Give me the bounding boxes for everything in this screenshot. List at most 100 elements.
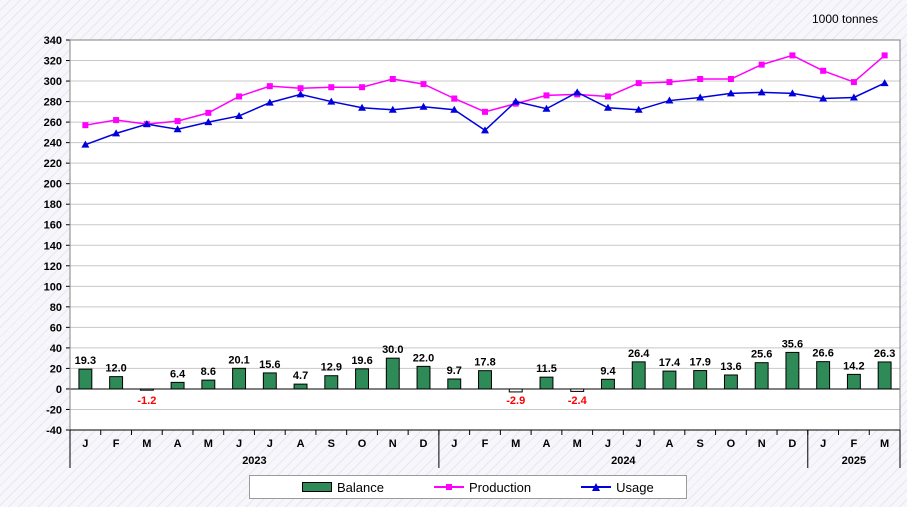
point-usage (511, 97, 520, 105)
legend-label-usage: Usage (616, 479, 654, 495)
y-tick-label: 80 (50, 302, 62, 314)
point-usage (849, 93, 858, 101)
point-usage (204, 118, 213, 126)
bar-balance (662, 370, 677, 390)
data-label-balance: -2.4 (568, 395, 588, 407)
data-label-balance: 17.8 (474, 357, 495, 369)
bar-balance (324, 375, 339, 390)
point-usage (603, 103, 612, 111)
point-production (420, 81, 427, 88)
point-usage (726, 89, 735, 97)
point-usage (880, 79, 889, 87)
point-usage (481, 126, 489, 134)
point-usage (142, 120, 151, 128)
y-tick-label: 340 (44, 35, 62, 47)
point-usage (173, 125, 182, 133)
point-usage (819, 94, 828, 102)
x-tick-label: J (267, 438, 273, 450)
point-production (451, 95, 458, 102)
point-production (389, 76, 396, 82)
bar-balance (816, 361, 831, 390)
x-tick-label: J (236, 438, 242, 450)
point-production (850, 79, 857, 86)
legend-label-balance: Balance (337, 479, 384, 495)
bar-balance (232, 367, 247, 390)
point-production (727, 76, 734, 82)
point-usage (358, 103, 367, 111)
point-production (543, 92, 550, 99)
point-usage (665, 96, 674, 104)
x-tick-label: M (511, 438, 520, 450)
bar-balance (262, 372, 277, 390)
data-label-balance: 17.9 (689, 357, 710, 369)
y-tick-label: 180 (44, 199, 62, 211)
bar-balance (293, 383, 308, 390)
bar-balance (785, 351, 800, 390)
y-tick-label: -40 (46, 425, 62, 437)
unit-label: 1000 tonnes (811, 12, 879, 26)
point-usage (634, 105, 643, 113)
data-label-balance: -1.2 (137, 395, 156, 407)
y-tick-label: 200 (44, 179, 62, 191)
x-tick-label: A (665, 438, 673, 450)
point-production (697, 76, 704, 82)
data-label-balance: 30.0 (382, 344, 403, 356)
data-label-balance: 8.6 (201, 366, 216, 378)
bar-balance (170, 381, 185, 390)
data-label-balance: 11.5 (536, 363, 557, 375)
data-label-balance: 17.4 (659, 357, 681, 369)
point-usage (696, 93, 705, 101)
bar-balance (416, 365, 431, 390)
point-usage (419, 102, 428, 110)
data-label-balance: 13.6 (720, 361, 741, 373)
data-label-balance: 26.3 (874, 348, 895, 360)
x-tick-label: F (851, 438, 858, 450)
point-usage (542, 104, 551, 112)
data-label-balance: 14.2 (843, 360, 864, 372)
data-label-balance: 9.4 (600, 365, 616, 377)
y-tick-label: 280 (44, 97, 62, 109)
x-tick-label: M (573, 438, 582, 450)
bar-balance (723, 374, 738, 390)
point-production (820, 67, 827, 74)
point-production (604, 93, 611, 100)
point-usage (265, 98, 274, 106)
point-production (113, 117, 120, 124)
x-tick-label: S (697, 438, 704, 450)
point-production (758, 61, 765, 68)
x-tick-label: A (543, 438, 551, 450)
data-label-balance: 22.0 (413, 352, 434, 364)
y-tick-label: 160 (44, 220, 62, 232)
bar-balance (478, 370, 492, 390)
bar-balance (78, 368, 93, 390)
data-label-balance: 9.7 (447, 365, 462, 377)
data-label-balance: 6.4 (170, 368, 186, 380)
y-tick-label: 20 (50, 363, 62, 375)
point-usage (112, 129, 121, 137)
y-tick-label: 300 (44, 76, 62, 88)
point-production (297, 85, 304, 92)
data-label-balance: 26.6 (812, 348, 833, 360)
bar-balance (201, 379, 216, 390)
point-usage (388, 105, 397, 113)
x-tick-label: F (113, 438, 120, 450)
legend-swatch-production (433, 482, 464, 492)
x-tick-label: J (820, 438, 826, 450)
legend-label-production: Production (468, 479, 532, 495)
year-label: 2023 (242, 455, 266, 467)
y-tick-label: 260 (44, 117, 62, 129)
data-label-balance: 15.6 (259, 359, 280, 371)
legend-item-production: Production (433, 479, 532, 495)
x-tick-label: D (420, 438, 428, 450)
bar-balance (508, 388, 523, 393)
point-production (328, 84, 335, 91)
x-tick-label: N (389, 438, 397, 450)
point-production (174, 118, 181, 125)
x-tick-label: M (880, 438, 889, 450)
bar-balance (385, 357, 400, 390)
y-tick-label: 60 (50, 322, 62, 334)
bar-balance (877, 361, 892, 390)
point-production (205, 109, 212, 116)
point-usage (296, 90, 305, 98)
